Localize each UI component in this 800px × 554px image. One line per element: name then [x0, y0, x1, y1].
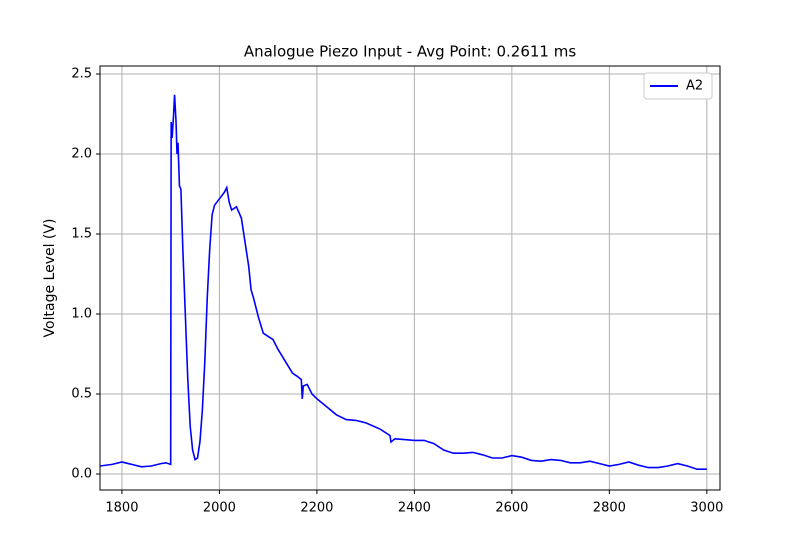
y-tick-label: 2.0 [71, 147, 92, 162]
x-tick-label: 1800 [105, 501, 138, 516]
x-tick-label: 2600 [495, 501, 528, 516]
chart-title: Analogue Piezo Input - Avg Point: 0.2611… [244, 43, 577, 61]
x-tick-label: 2200 [300, 501, 333, 516]
y-tick-label: 1.5 [71, 227, 92, 242]
line [99, 94, 707, 471]
y-tick-label: 1.0 [71, 307, 92, 322]
x-tick-label: 2800 [593, 501, 626, 516]
plot-frame [99, 65, 721, 491]
x-tick-label: 2400 [398, 501, 431, 516]
y-tick-label: 2.5 [71, 67, 92, 82]
y-axis-label: Voltage Level (V) [42, 219, 58, 338]
x-tick-label: 2000 [203, 501, 236, 516]
y-tick-label: 0.5 [71, 387, 92, 402]
y-tick-label: 0.0 [71, 467, 92, 482]
x-tick-label: 3000 [690, 501, 723, 516]
legend-label: A2 [686, 79, 703, 94]
